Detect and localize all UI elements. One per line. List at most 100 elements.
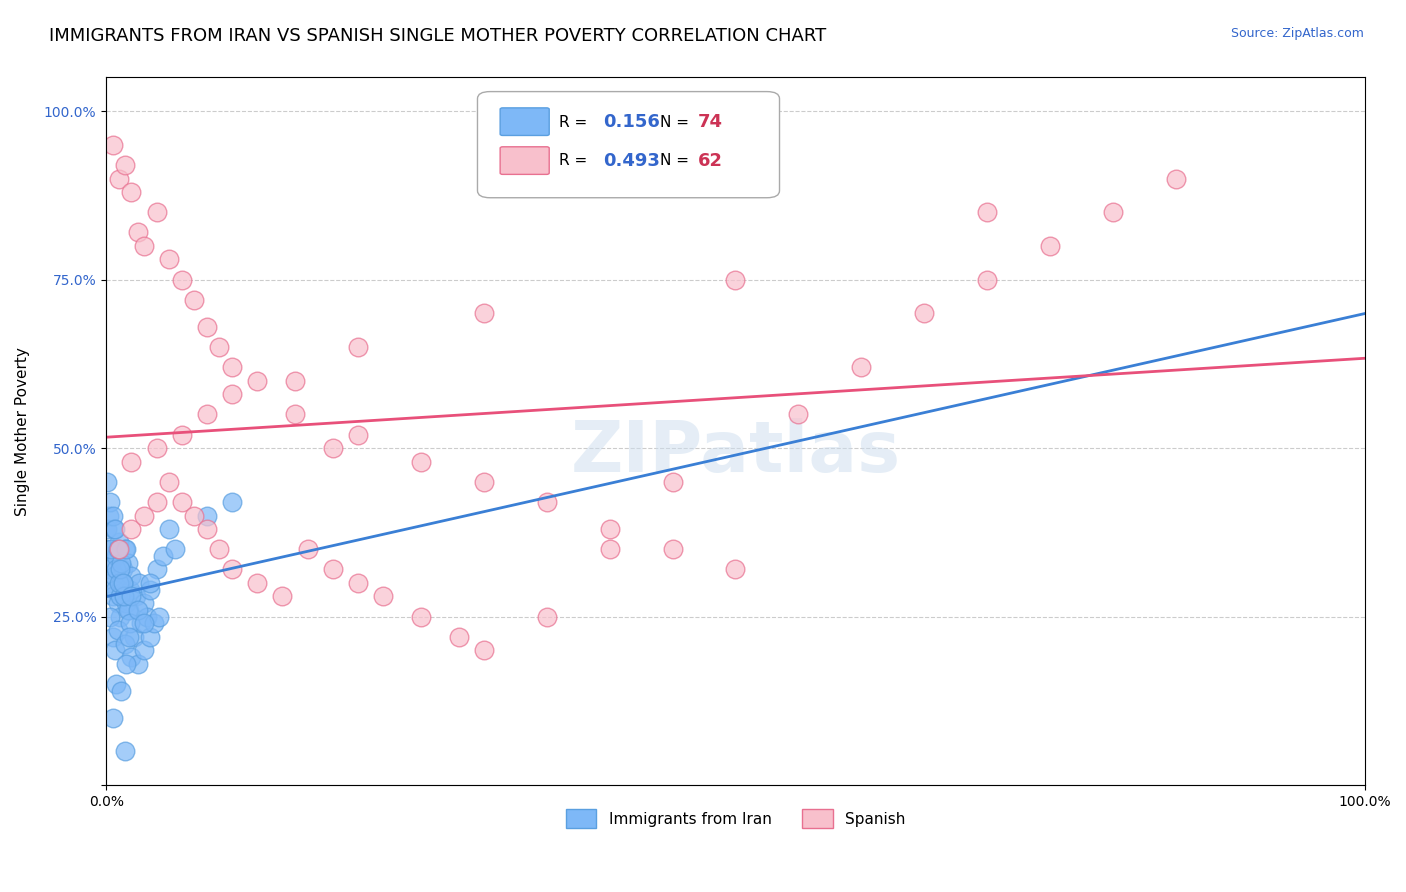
Point — [132, 508, 155, 523]
Point — [125, 590, 148, 604]
Point — [120, 582, 142, 597]
Point — [145, 495, 167, 509]
Point — [103, 522, 125, 536]
Point — [1102, 205, 1125, 219]
Point — [139, 575, 162, 590]
Point — [195, 522, 218, 536]
Point — [195, 319, 218, 334]
Point — [108, 535, 131, 549]
Point — [107, 542, 129, 557]
Point — [131, 616, 153, 631]
Point — [148, 609, 170, 624]
Point — [912, 306, 935, 320]
Point — [157, 475, 180, 489]
Point — [107, 596, 129, 610]
Point — [284, 374, 307, 388]
Point — [157, 252, 180, 267]
Text: N =: N = — [659, 153, 693, 169]
Point — [112, 590, 135, 604]
Legend: Immigrants from Iran, Spanish: Immigrants from Iran, Spanish — [560, 803, 911, 834]
Point — [105, 562, 128, 576]
Point — [787, 408, 810, 422]
Point — [122, 630, 145, 644]
Point — [98, 575, 121, 590]
Point — [108, 590, 131, 604]
Point — [120, 650, 142, 665]
Point — [297, 542, 319, 557]
Point — [371, 590, 394, 604]
Point — [120, 590, 142, 604]
Point — [120, 185, 142, 199]
Point — [221, 387, 243, 401]
Text: 62: 62 — [697, 152, 723, 170]
Point — [115, 596, 138, 610]
Point — [100, 542, 122, 557]
Point — [976, 272, 998, 286]
Point — [1039, 239, 1062, 253]
Point — [114, 542, 136, 557]
Point — [100, 556, 122, 570]
Point — [208, 340, 231, 354]
FancyBboxPatch shape — [501, 108, 550, 136]
Point — [101, 508, 124, 523]
Y-axis label: Single Mother Poverty: Single Mother Poverty — [15, 347, 30, 516]
Point — [97, 562, 120, 576]
Point — [246, 374, 269, 388]
Point — [661, 475, 683, 489]
Point — [96, 475, 118, 489]
Point — [108, 542, 131, 557]
Point — [322, 562, 344, 576]
Point — [110, 556, 132, 570]
Point — [117, 556, 139, 570]
Point — [128, 575, 150, 590]
Point — [120, 616, 142, 631]
Point — [152, 549, 174, 563]
Point — [472, 475, 495, 489]
Point — [183, 293, 205, 307]
Point — [101, 590, 124, 604]
Text: N =: N = — [659, 114, 693, 129]
Point — [115, 542, 138, 557]
Point — [135, 609, 157, 624]
Point — [322, 441, 344, 455]
Point — [139, 582, 162, 597]
Text: R =: R = — [560, 114, 592, 129]
Point — [157, 522, 180, 536]
Point — [170, 427, 193, 442]
Point — [105, 549, 128, 563]
Point — [347, 427, 370, 442]
Point — [599, 522, 621, 536]
Point — [108, 609, 131, 624]
Point — [110, 683, 132, 698]
Text: 0.156: 0.156 — [603, 113, 661, 131]
Point — [104, 582, 127, 597]
Point — [127, 603, 149, 617]
Point — [139, 630, 162, 644]
Point — [96, 542, 118, 557]
Point — [114, 744, 136, 758]
Point — [108, 562, 131, 576]
Point — [105, 677, 128, 691]
Point — [132, 596, 155, 610]
Point — [145, 441, 167, 455]
Point — [117, 603, 139, 617]
Point — [536, 495, 558, 509]
Point — [98, 609, 121, 624]
Point — [246, 575, 269, 590]
Point — [111, 575, 134, 590]
Point — [103, 569, 125, 583]
Point — [472, 306, 495, 320]
Point — [170, 495, 193, 509]
Point — [108, 575, 131, 590]
Point — [112, 590, 135, 604]
Text: 0.493: 0.493 — [603, 152, 661, 170]
Text: Source: ZipAtlas.com: Source: ZipAtlas.com — [1230, 27, 1364, 40]
Point — [472, 643, 495, 657]
Point — [271, 590, 294, 604]
Point — [127, 657, 149, 671]
Point — [132, 239, 155, 253]
Point — [104, 643, 127, 657]
Point — [661, 542, 683, 557]
FancyBboxPatch shape — [501, 147, 550, 175]
Text: ZIPatlas: ZIPatlas — [571, 418, 900, 487]
